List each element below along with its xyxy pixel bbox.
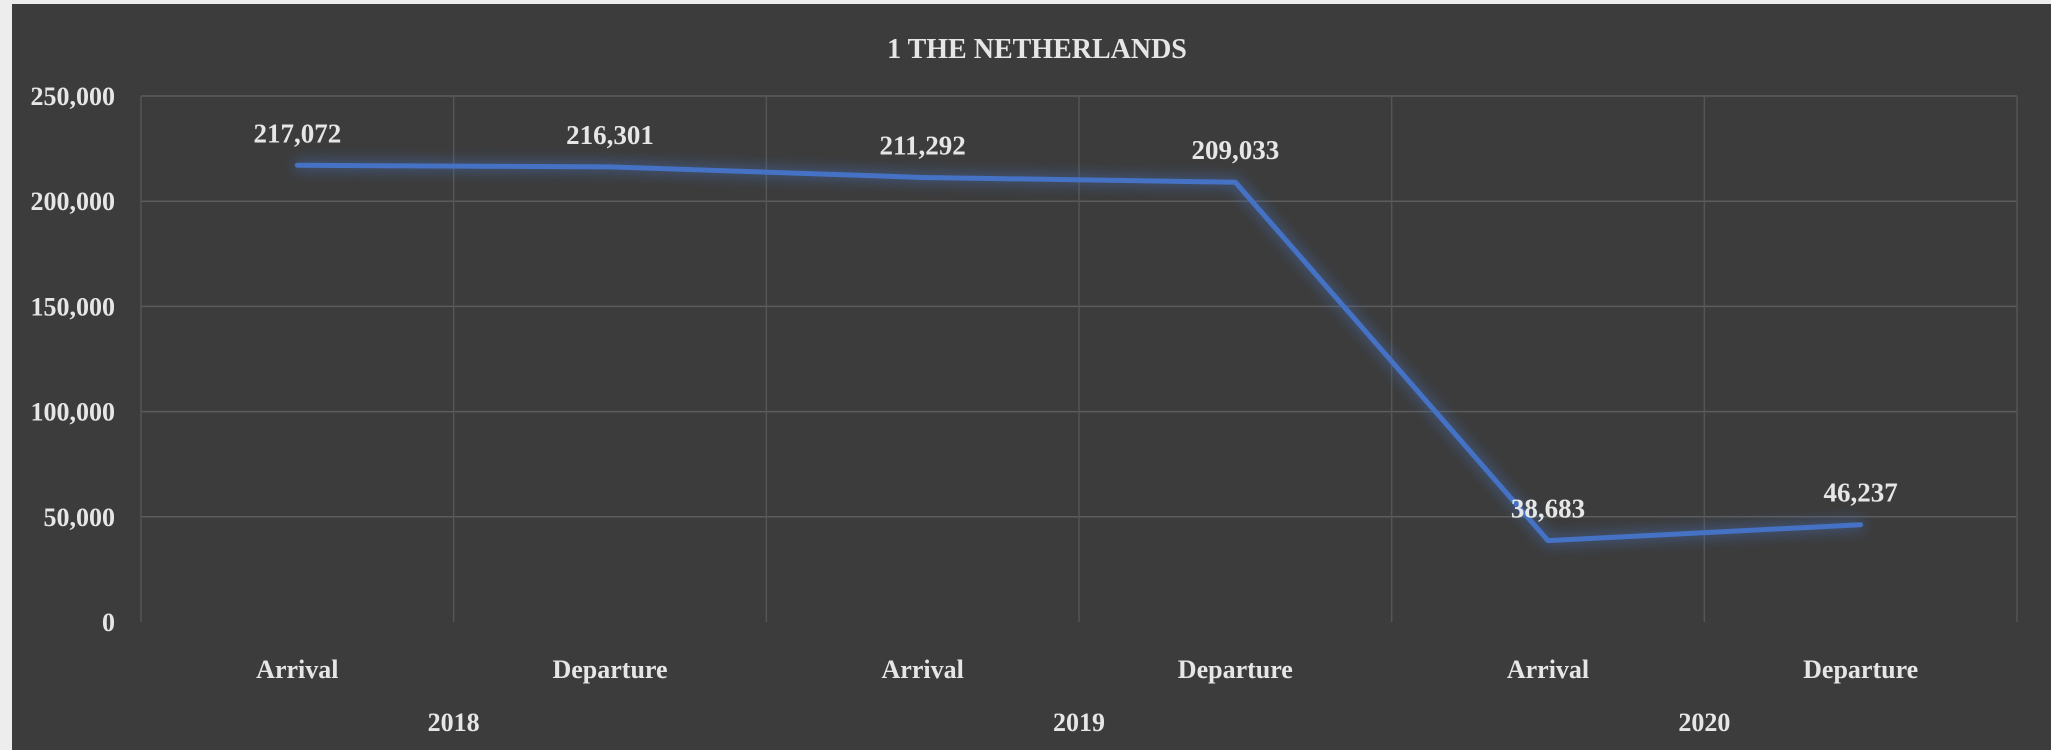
x-group-label: 2018 <box>428 708 480 737</box>
data-label: 211,292 <box>880 130 966 160</box>
data-label: 46,237 <box>1824 478 1898 508</box>
x-category-label: Arrival <box>1507 655 1589 684</box>
x-category-label: Departure <box>1178 655 1293 684</box>
y-tick-label: 150,000 <box>31 292 116 321</box>
data-label: 216,301 <box>566 120 654 150</box>
x-axis: Arrival Departure Arrival Departure Arrival D… <box>256 655 1918 737</box>
gridlines <box>140 95 2018 622</box>
series-line <box>294 162 1864 544</box>
data-label: 217,072 <box>253 118 341 148</box>
y-tick-label: 250,000 <box>31 82 116 111</box>
data-labels: 217,072 216,301 211,292 209,033 38,683 46,237 <box>253 118 1897 523</box>
chart-frame: 1 THE NETHERLANDS 0 50,000 100,000 150,000 2… <box>12 4 2051 750</box>
x-category-label: Arrival <box>882 655 964 684</box>
x-category-label: Departure <box>552 655 667 684</box>
x-group-label: 2019 <box>1053 708 1105 737</box>
y-tick-label: 200,000 <box>31 187 116 216</box>
y-tick-label: 50,000 <box>44 503 116 532</box>
chart-title: 1 THE NETHERLANDS <box>887 34 1187 65</box>
x-category-label: Arrival <box>256 655 338 684</box>
y-axis: 0 50,000 100,000 150,000 200,000 250,000 <box>31 82 116 637</box>
x-group-label: 2020 <box>1678 708 1730 737</box>
y-tick-label: 0 <box>102 608 115 637</box>
data-label: 38,683 <box>1511 494 1585 524</box>
data-label: 209,033 <box>1191 135 1279 165</box>
x-category-label: Departure <box>1803 655 1918 684</box>
series-group <box>294 162 1864 544</box>
line-chart: 1 THE NETHERLANDS 0 50,000 100,000 150,000 2… <box>31 34 2018 737</box>
y-tick-label: 100,000 <box>31 398 116 427</box>
